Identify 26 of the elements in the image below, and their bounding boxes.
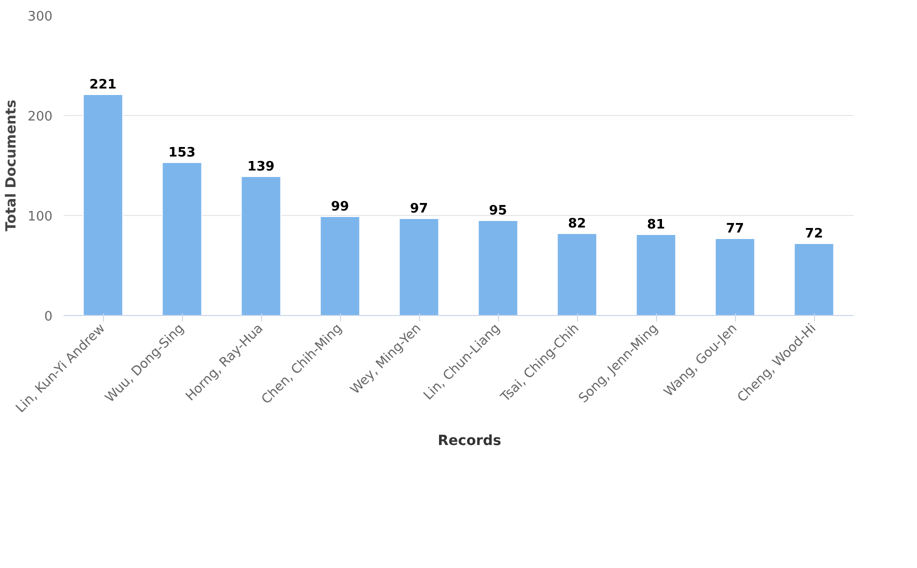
data-label: 72: [804, 226, 824, 242]
data-label: 221: [89, 78, 117, 92]
text: Records: [438, 433, 502, 449]
bar: [714, 238, 756, 316]
data-label: 77: [726, 222, 744, 236]
data-label: 139: [247, 160, 275, 174]
y-tick-label: 0: [44, 310, 53, 324]
data-label: 82: [568, 216, 586, 232]
y-tick-label: 200: [28, 110, 53, 124]
bar: [320, 216, 360, 316]
data-label: 95: [488, 204, 508, 218]
bar: [240, 176, 282, 316]
bar: [478, 220, 518, 316]
bar: [162, 162, 202, 316]
y-tick-label: 100: [28, 210, 53, 224]
data-label: 99: [330, 200, 350, 214]
data-label: 81: [646, 218, 666, 232]
y-tick-label: 300: [28, 10, 53, 24]
bar: [636, 234, 676, 316]
bar: [556, 233, 598, 316]
data-label: 97: [410, 202, 428, 216]
bar: [82, 94, 124, 316]
y-axis-title: Total Documents: [4, 100, 20, 232]
bar: [398, 218, 440, 316]
bar: [794, 243, 834, 316]
data-label: 153: [168, 146, 196, 160]
